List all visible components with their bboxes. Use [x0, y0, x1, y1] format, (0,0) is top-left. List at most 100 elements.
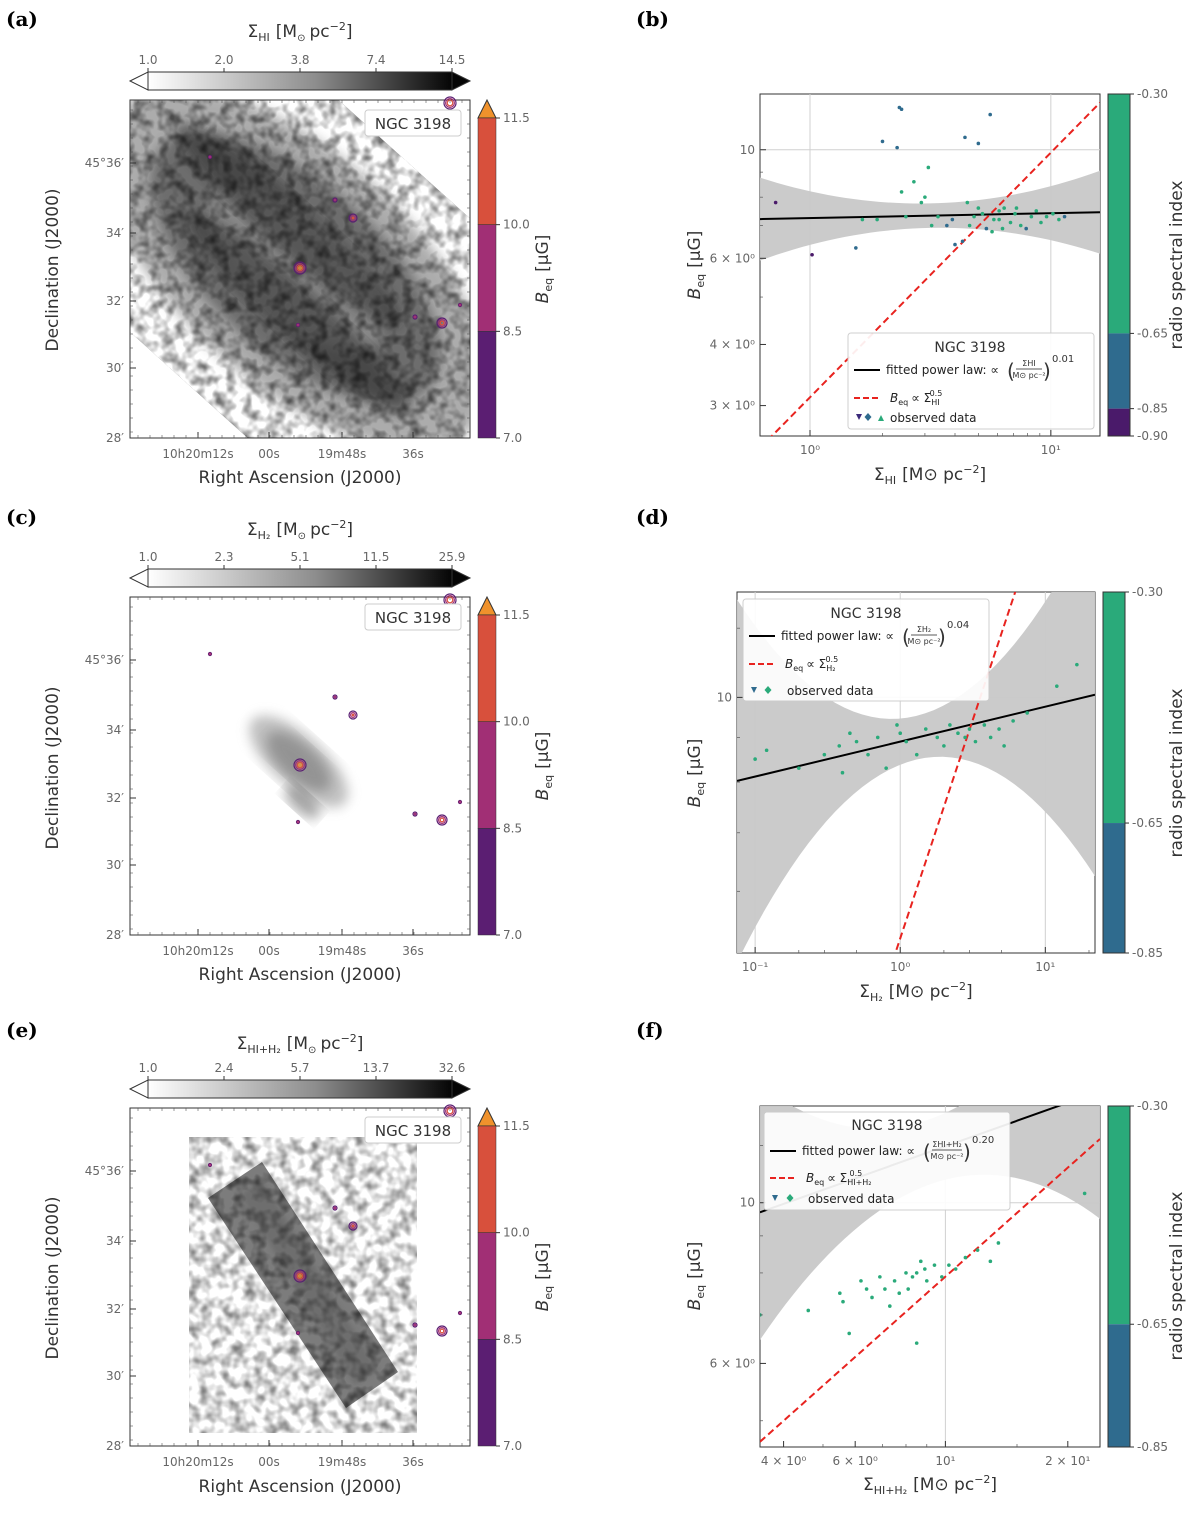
beq-contour: [295, 1270, 306, 1281]
spectral-index-level: [1108, 1106, 1130, 1325]
legend-b: NGC 3198 fitted power law: ∝ ( ΣHI M⊙ pc…: [847, 332, 1095, 430]
data-point: [914, 1271, 919, 1275]
data-point: [988, 112, 992, 117]
legend-marker-diamond-b: [864, 413, 872, 421]
spectral-index-level: [1103, 823, 1125, 953]
data-point: [1044, 214, 1049, 219]
galaxy-label-c: NGC 3198: [375, 609, 451, 627]
beq-contour: [443, 96, 457, 110]
data-point: [982, 723, 987, 727]
data-point: [854, 246, 858, 250]
beq-contour: [332, 197, 338, 203]
dec-tick-label: 28′: [106, 928, 124, 942]
beq-level: [477, 614, 497, 722]
data-point: [897, 1291, 902, 1296]
ylabel-a: Declination (J2000): [43, 188, 63, 351]
beq-contour: [350, 711, 357, 718]
data-point: [972, 214, 976, 219]
map-axes-e: 45°36′ 34′ 32′ 30′ 28′ 10h20m12s 00s 19m48s 36s: [85, 1108, 470, 1469]
data-point: [914, 752, 919, 757]
beq-contour: [293, 1269, 307, 1283]
axes-f: 10 6 × 10⁰ 4 × 10⁰ 6 × 10⁰ 10¹ 2 × 10¹: [710, 1145, 1091, 1468]
spectral-index-level: [1103, 592, 1125, 824]
spectral-index-frame: [1102, 591, 1126, 954]
ylabel-d: Beq[μG]: [685, 739, 707, 808]
beq-contour: [208, 155, 212, 159]
data-point: [892, 1279, 897, 1283]
beq-label: Beq[μG]: [533, 732, 555, 801]
cbar-tick-label: -0.30: [1137, 87, 1168, 101]
beq-level: [477, 117, 497, 225]
cbar-tick-label: 32.6: [439, 1061, 466, 1075]
confidence-band: [737, 592, 1095, 953]
beq-contour: [348, 710, 358, 720]
data-point: [984, 226, 989, 231]
y-tick-label: 6 × 10⁰: [710, 251, 756, 265]
data-point: [1082, 1191, 1087, 1196]
data-point: [1013, 211, 1017, 216]
data-point: [899, 107, 904, 112]
data-point: [840, 770, 845, 775]
legend-frac-bot-d: M⊙ pc⁻²: [907, 637, 940, 646]
legend-marker-triangle-up-b: [878, 415, 884, 421]
spectral-index-colorbar-b: -0.30 -0.65 -0.85 -0.90: [1107, 87, 1168, 443]
cbar-min-arrow: [128, 568, 149, 588]
beq-tick-label: 7.0: [503, 928, 522, 942]
scatter-panel-b: 10 6 × 10⁰ 4 × 10⁰ 3 × 10⁰ 10⁰ 10¹ -0.30 -0.65…: [685, 87, 1187, 487]
fit-line: [760, 211, 1100, 221]
xlabel-d: ΣH₂ [M⊙ pc−2]: [859, 980, 972, 1004]
svg-text:(: (: [923, 1140, 931, 1164]
data-point: [965, 200, 970, 205]
legend-marker-triangle-down-b: [856, 414, 862, 420]
data-point: [923, 195, 927, 199]
data-point: [910, 1275, 915, 1279]
cbar-tick-label: 13.7: [363, 1061, 390, 1075]
spectral-index-frame: [1107, 93, 1131, 437]
legend-marker-triangle-down-d: [751, 687, 757, 693]
data-point: [929, 223, 934, 228]
ra-tick-label: 10h20m12s: [162, 1455, 233, 1469]
ra-tick-label: 00s: [258, 1455, 280, 1469]
cbar-tick-label: 14.5: [439, 53, 466, 67]
data-point: [860, 217, 865, 222]
cbar-label-b: radio spectral index: [1167, 181, 1187, 350]
data-point: [1000, 226, 1005, 231]
beq-contour: [332, 1205, 338, 1211]
spectral-index-colorbar-d: -0.30 -0.65 -0.85: [1102, 585, 1163, 960]
svg-text:): ): [1043, 359, 1051, 383]
data-point: [960, 239, 965, 244]
data-point: [870, 1295, 874, 1300]
beq-tick-label: 8.5: [503, 324, 522, 338]
beq-colorbar-c: 11.5 10.0 8.5 7.0 Beq[μG]: [477, 595, 555, 942]
data-point: [875, 217, 879, 222]
legend-marker-diamond-d: [764, 686, 772, 694]
scatter-panel-d: 10 10⁻¹ 10⁰ 10¹ -0.30 -0.65 -0.85 radio spect…: [685, 585, 1187, 1004]
legend-ref-d: Beq ∝ ΣH₂0.5: [785, 655, 838, 673]
legend-frac-bot-b: M⊙ pc⁻²: [1012, 371, 1045, 380]
beq-level: [477, 1232, 497, 1340]
data-point: [975, 1248, 980, 1252]
dec-tick-label: 28′: [106, 1439, 124, 1453]
cbar-tick-label: -0.30: [1132, 585, 1163, 599]
dec-tick-label: 34′: [106, 1234, 124, 1248]
data-point: [847, 1331, 851, 1336]
beq-level: [477, 721, 497, 829]
y-tick-label: 10: [740, 1196, 755, 1210]
data-point: [1002, 744, 1006, 748]
beq-contour: [413, 315, 417, 319]
galaxy-label-e: NGC 3198: [375, 1122, 451, 1140]
cbar-tick-label: 2.3: [214, 550, 233, 564]
data-point: [932, 1263, 937, 1267]
beq-tick-label: 8.5: [503, 1332, 522, 1346]
data-point: [1075, 662, 1079, 667]
beq-tick-label: 10.0: [503, 1226, 530, 1240]
data-point: [914, 1341, 919, 1345]
beq-contour: [296, 323, 300, 327]
data-point: [953, 1267, 958, 1271]
data-point: [997, 209, 1001, 213]
legend-exp-f: 0.20: [972, 1135, 994, 1146]
legend-fit-b: fitted power law: ∝: [886, 363, 999, 377]
data-point: [992, 217, 996, 222]
xlabel-a: Right Ascension (J2000): [199, 468, 402, 488]
beq-max-arrow: [477, 1106, 497, 1127]
